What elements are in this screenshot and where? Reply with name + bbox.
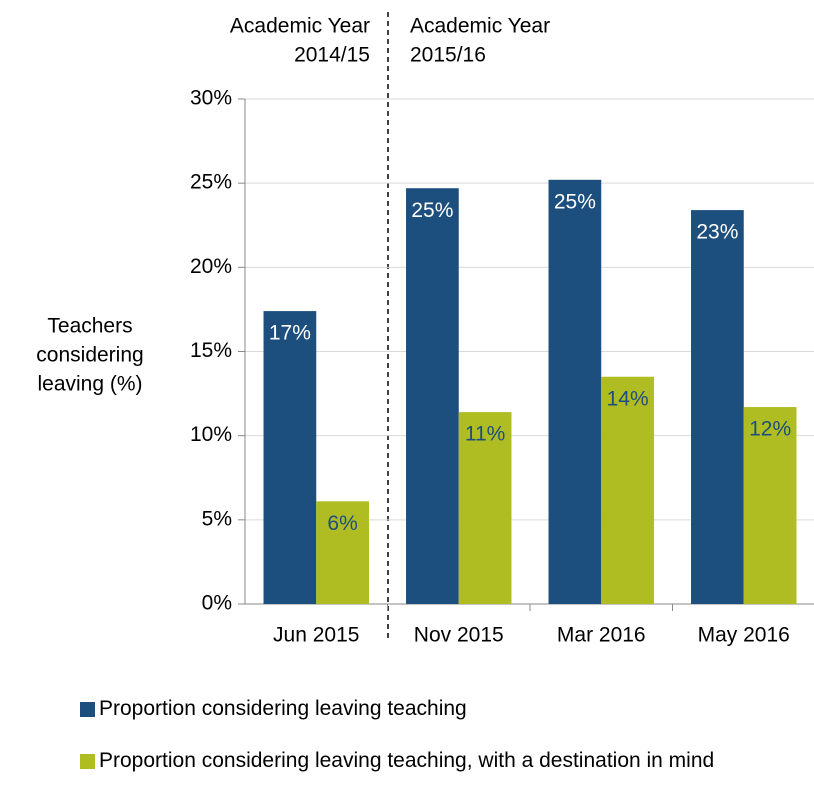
bar — [601, 376, 654, 604]
value-label: 17% — [269, 322, 311, 345]
bar — [691, 210, 744, 604]
y-axis-label: Teachers — [47, 315, 132, 338]
x-tick-label: Jun 2015 — [273, 624, 359, 647]
y-axis-label: leaving (%) — [37, 373, 142, 396]
value-label: 25% — [554, 190, 596, 213]
x-tick-label: May 2016 — [698, 624, 790, 647]
annotation: 2014/15 — [294, 44, 370, 67]
y-tick-label: 10% — [190, 423, 232, 446]
legend-item: Proportion considering leaving teaching — [80, 697, 780, 721]
y-tick-label: 30% — [190, 87, 232, 110]
annotation: 2015/16 — [410, 44, 486, 67]
value-label: 25% — [411, 199, 453, 222]
legend-label: Proportion considering leaving teaching,… — [99, 749, 715, 772]
bar — [458, 412, 512, 604]
bar — [743, 407, 797, 604]
annotation: Academic Year — [230, 15, 370, 38]
bar — [316, 501, 369, 604]
y-tick-label: 5% — [202, 507, 232, 530]
chart: 0% 5% 10% 15% 20% 25% 30% Teachers considering le… — [36, 12, 814, 647]
value-label: 12% — [749, 418, 791, 441]
bar — [406, 188, 459, 604]
legend-swatch — [80, 702, 95, 717]
bar — [263, 311, 317, 604]
x-tick-label: Nov 2015 — [414, 624, 504, 647]
y-tick-label: 0% — [202, 592, 232, 615]
value-label: 14% — [607, 387, 649, 410]
bar — [548, 179, 602, 605]
y-tick-label: 15% — [190, 339, 232, 362]
legend-item: Proportion considering leaving teaching,… — [80, 749, 780, 773]
value-label: 6% — [327, 512, 357, 535]
x-tick-label: Mar 2016 — [557, 624, 646, 647]
y-tick-label: 25% — [190, 171, 232, 194]
y-tick-label: 20% — [190, 255, 232, 278]
annotation: Academic Year — [410, 15, 550, 38]
legend-label: Proportion considering leaving teaching — [99, 697, 467, 720]
value-label: 11% — [465, 423, 505, 446]
y-axis-label: considering — [36, 344, 143, 367]
value-label: 23% — [696, 221, 738, 244]
legend-swatch — [80, 754, 95, 769]
